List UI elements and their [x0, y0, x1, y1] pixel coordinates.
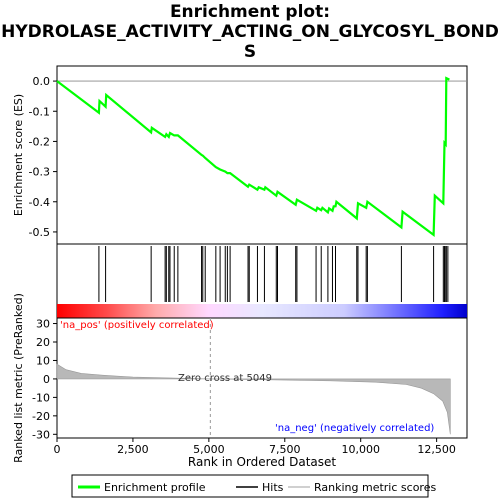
x-tick-label: 7,500 — [269, 443, 301, 456]
neg-corr-label: 'na_neg' (negatively correlated) — [275, 423, 434, 434]
chart-title-line-3: S — [243, 42, 257, 62]
es-y-tick-label: -0.2 — [29, 135, 50, 148]
legend-hits-label: Hits — [262, 481, 284, 494]
es-y-tick-label: -0.4 — [29, 196, 50, 209]
legend-enrichment-label: Enrichment profile — [104, 481, 206, 494]
es-panel-frame — [56, 65, 468, 245]
metric-y-tick-label: -10 — [32, 391, 50, 404]
hit-markers — [98, 246, 449, 302]
metric-y-tick-label: 20 — [36, 336, 50, 349]
rank-color-bar — [57, 304, 467, 318]
x-tick-label: 2,500 — [117, 443, 149, 456]
metric-y-label: Ranked list metric (PreRanked) — [12, 293, 25, 463]
x-axis-label: Rank in Ordered Dataset — [188, 455, 336, 469]
es-y-tick-label: 0.0 — [33, 75, 51, 88]
ranking-metric-area — [56, 363, 451, 435]
metric-y-tick-label: 0 — [43, 373, 50, 386]
metric-series — [56, 363, 451, 435]
es-series — [56, 76, 450, 238]
pos-corr-label: 'na_pos' (positively correlated) — [60, 320, 214, 331]
x-axis: 0 2,500 5,000 7,500 10,000 12,500 — [54, 438, 456, 456]
legend-metric-label: Ranking metric scores — [314, 481, 436, 494]
legend-box — [71, 474, 429, 498]
x-tick-label: 0 — [54, 443, 61, 456]
metric-y-tick-label: -30 — [32, 428, 50, 441]
x-tick-label: 5,000 — [193, 443, 225, 456]
metric-y-tick-label: -20 — [32, 410, 50, 423]
chart-title-line-1: Enrichment plot: — [169, 2, 331, 22]
es-y-axis: 0.0 -0.1 -0.2 -0.3 -0.4 -0.5 — [29, 75, 57, 239]
es-y-label: Enrichment score (ES) — [12, 94, 25, 216]
metric-y-tick-label: 30 — [36, 318, 50, 331]
es-y-tick-label: -0.3 — [29, 166, 50, 179]
x-tick-label: 12,500 — [417, 443, 456, 456]
metric-y-tick-label: 10 — [36, 354, 50, 367]
es-y-tick-label: -0.1 — [29, 105, 50, 118]
es-profile-line — [56, 76, 450, 238]
metric-y-axis: 30 20 10 0 -10 -20 -30 — [32, 318, 57, 441]
x-tick-label: 10,000 — [341, 443, 380, 456]
zero-cross-label: Zero cross at 5049 — [178, 373, 272, 384]
es-y-tick-label: -0.5 — [29, 226, 50, 239]
chart-title-line-2: HYDROLASE_ACTIVITY_ACTING_ON_GLYCOSYL_BO… — [1, 22, 499, 42]
